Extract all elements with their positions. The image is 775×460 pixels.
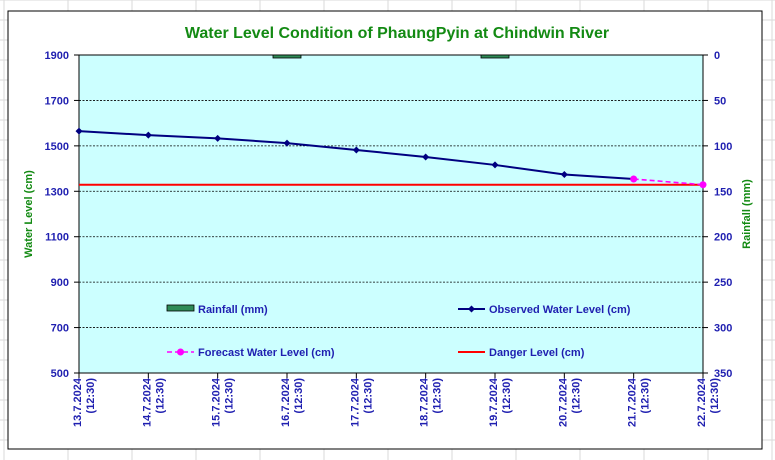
y-tick-label: 1700	[45, 95, 69, 107]
observed-point	[422, 153, 430, 161]
plot-area	[78, 54, 704, 374]
observed-water-level-series	[75, 127, 638, 183]
legend-item-forecast: Forecast Water Level (cm)	[167, 347, 335, 359]
rainfall-series	[272, 54, 510, 59]
legend-swatch-bar	[166, 304, 195, 312]
y-axis-left: 500 700 900 1100 1300 1500 1700 1900	[45, 50, 79, 380]
chart-title: Water Level Condition of PhaungPyin at C…	[185, 25, 609, 42]
x-tick-label: 16.7.2024(12:30)	[280, 377, 305, 427]
observed-point	[491, 161, 499, 169]
legend-swatch-marker	[468, 305, 475, 313]
x-tick-label: 22.7.2024(12:30)	[696, 377, 721, 427]
forecast-point	[630, 175, 638, 183]
forecast-line	[633, 178, 704, 186]
y2-tick-label: 200	[714, 232, 732, 244]
gridlines	[79, 54, 703, 328]
observed-point	[144, 131, 152, 139]
y2-tick-label: 100	[714, 141, 732, 153]
y2-tick-label: 350	[714, 368, 732, 380]
y-tick-label: 500	[51, 368, 69, 380]
x-tick-label: 15.7.2024(12:30)	[211, 377, 236, 427]
y-axis-right: 0 50 100 150 200 250 300 350	[703, 50, 732, 380]
y2-axis-title: Rainfall (mm)	[741, 179, 753, 249]
legend-item-danger: Danger Level (cm)	[458, 347, 585, 359]
observed-point	[352, 146, 360, 154]
y-tick-label: 1900	[45, 50, 69, 62]
legend: Rainfall (mm) Observed Water Level (cm) Fo…	[166, 304, 631, 359]
y-tick-label: 700	[51, 323, 69, 335]
y2-tick-label: 0	[714, 50, 720, 62]
legend-label: Danger Level (cm)	[489, 347, 585, 359]
y2-tick-label: 300	[714, 323, 732, 335]
forecast-point	[699, 181, 707, 189]
x-tick-label: 19.7.2024(12:30)	[488, 377, 513, 427]
y2-tick-label: 250	[714, 277, 732, 289]
observed-point	[283, 139, 291, 147]
legend-item-rainfall: Rainfall (mm)	[166, 304, 268, 316]
y-tick-label: 1300	[45, 186, 69, 198]
x-tick-label: 17.7.2024(12:30)	[349, 377, 374, 427]
y2-tick-label: 50	[714, 95, 726, 107]
observed-point	[214, 134, 222, 142]
y-tick-label: 1100	[45, 232, 69, 244]
x-tick-label: 14.7.2024(12:30)	[141, 377, 166, 427]
y-tick-label: 1500	[45, 141, 69, 153]
legend-item-observed: Observed Water Level (cm)	[458, 304, 631, 316]
x-tick-label: 20.7.2024(12:30)	[557, 377, 582, 427]
y2-tick-label: 150	[714, 186, 732, 198]
legend-label: Observed Water Level (cm)	[489, 304, 631, 316]
observed-point	[560, 170, 568, 178]
y-tick-label: 900	[51, 277, 69, 289]
x-axis: 13.7.2024(12:30) 14.7.2024(12:30) 15.7.202…	[72, 373, 721, 427]
x-tick-label: 21.7.2024(12:30)	[627, 377, 652, 427]
rainfall-bar	[480, 54, 510, 59]
legend-label: Rainfall (mm)	[198, 304, 268, 316]
plot-background	[78, 54, 704, 374]
rainfall-bar	[272, 54, 302, 59]
legend-swatch-marker	[177, 348, 184, 356]
x-tick-label: 18.7.2024(12:30)	[419, 377, 444, 427]
legend-label: Forecast Water Level (cm)	[198, 347, 335, 359]
observed-point	[75, 127, 83, 135]
forecast-water-level-series	[630, 175, 707, 189]
y-axis-title: Water Level (cm)	[23, 170, 35, 258]
x-tick-label: 13.7.2024(12:30)	[72, 377, 97, 427]
